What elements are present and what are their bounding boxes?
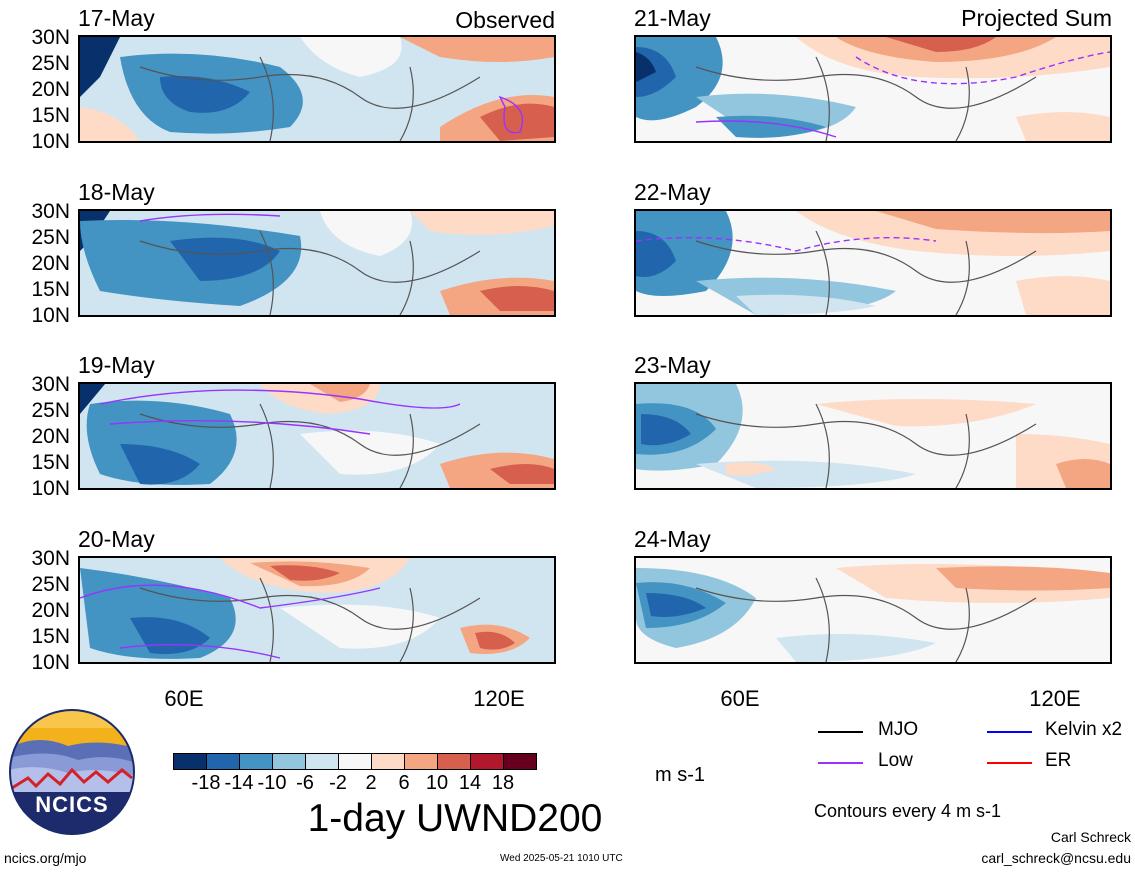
colorbar-swatch — [437, 753, 471, 770]
lat-label: 20N — [31, 78, 70, 101]
colorbar-swatch — [371, 753, 405, 770]
legend-line-er — [987, 762, 1032, 764]
colorbar-tick-label: -18 — [191, 772, 221, 794]
colorbar-swatch — [404, 753, 438, 770]
panel-date: 22-May — [634, 179, 711, 205]
colorbar-swatch — [338, 753, 372, 770]
colorbar-swatch — [206, 753, 240, 770]
lat-label: 30N — [31, 547, 70, 570]
lat-label: 25N — [31, 52, 70, 75]
colorbar-unit: m s-1 — [655, 764, 705, 786]
lat-label: 30N — [31, 200, 70, 223]
map-panel — [634, 556, 1112, 664]
colorbar-tick-label: 6 — [398, 772, 410, 794]
map-panel — [78, 556, 556, 664]
colorbar-swatch — [305, 753, 339, 770]
lon-label: 120E — [1029, 686, 1081, 711]
lat-label: 20N — [31, 252, 70, 275]
legend-label: MJO — [878, 719, 919, 740]
lon-label: 60E — [720, 686, 760, 711]
lat-label: 15N — [31, 625, 70, 648]
ncics-logo: NCICS — [8, 708, 136, 836]
panel-date: 20-May — [78, 526, 155, 552]
colorbar-tick-label: 14 — [458, 772, 482, 794]
lon-label: 60E — [164, 686, 204, 711]
legend-line-low — [818, 762, 863, 764]
colorbar-tick-label: 2 — [365, 772, 377, 794]
panel-date: 24-May — [634, 526, 711, 552]
lat-label: 10N — [31, 130, 70, 153]
colorbar-tick-label: -2 — [329, 772, 347, 794]
panel-date: 21-May — [634, 5, 711, 31]
lat-label: 15N — [31, 104, 70, 127]
map-panel — [78, 35, 556, 143]
panel-source-label: Observed — [455, 7, 555, 33]
map-panel — [634, 35, 1112, 143]
map-panel — [78, 382, 556, 490]
colorbar-swatch — [470, 753, 504, 770]
map-panel — [634, 382, 1112, 490]
legend-label: ER — [1045, 750, 1072, 771]
lat-label: 25N — [31, 399, 70, 422]
footer-author: Carl Schreck — [1050, 829, 1131, 845]
lon-label: 120E — [473, 686, 525, 711]
footer-email: carl_schreck@ncsu.edu — [981, 850, 1131, 866]
footer-site: ncics.org/mjo — [4, 850, 87, 866]
panel-date: 17-May — [78, 5, 155, 31]
map-panel — [634, 209, 1112, 317]
panel-date: 19-May — [78, 352, 155, 378]
map-panel — [78, 209, 556, 317]
lat-label: 30N — [31, 26, 70, 49]
legend-label: Low — [878, 750, 913, 771]
lat-label: 10N — [31, 651, 70, 674]
colorbar-tick-label: -10 — [257, 772, 287, 794]
lat-label: 25N — [31, 226, 70, 249]
contour-note: Contours every 4 m s-1 — [814, 801, 1002, 821]
panel-date: 23-May — [634, 352, 711, 378]
lat-label: 15N — [31, 451, 70, 474]
lat-label: 25N — [31, 573, 70, 596]
colorbar-swatch — [503, 753, 537, 770]
lat-label: 20N — [31, 599, 70, 622]
lat-label: 10N — [31, 477, 70, 500]
lat-label: 10N — [31, 304, 70, 327]
lat-label: 15N — [31, 278, 70, 301]
colorbar-tick-label: 18 — [491, 772, 515, 794]
panel-source-label: Projected Sum — [961, 5, 1112, 31]
logo-text: NCICS — [35, 792, 109, 817]
panel-date: 18-May — [78, 179, 155, 205]
legend-label: Kelvin x2 — [1045, 719, 1123, 740]
colorbar-swatch — [173, 753, 207, 770]
figure-title: 1-day UWND200 — [307, 797, 603, 840]
lat-label: 30N — [31, 373, 70, 396]
colorbar-tick-label: 10 — [425, 772, 449, 794]
colorbar-swatch — [239, 753, 273, 770]
legend-line-kelvin — [987, 731, 1032, 733]
colorbar-swatch — [272, 753, 306, 770]
legend-line-mjo — [818, 731, 863, 733]
footer-timestamp: Wed 2025-05-21 1010 UTC — [500, 853, 623, 864]
colorbar-tick-label: -6 — [296, 772, 314, 794]
colorbar-tick-label: -14 — [224, 772, 254, 794]
lat-label: 20N — [31, 425, 70, 448]
